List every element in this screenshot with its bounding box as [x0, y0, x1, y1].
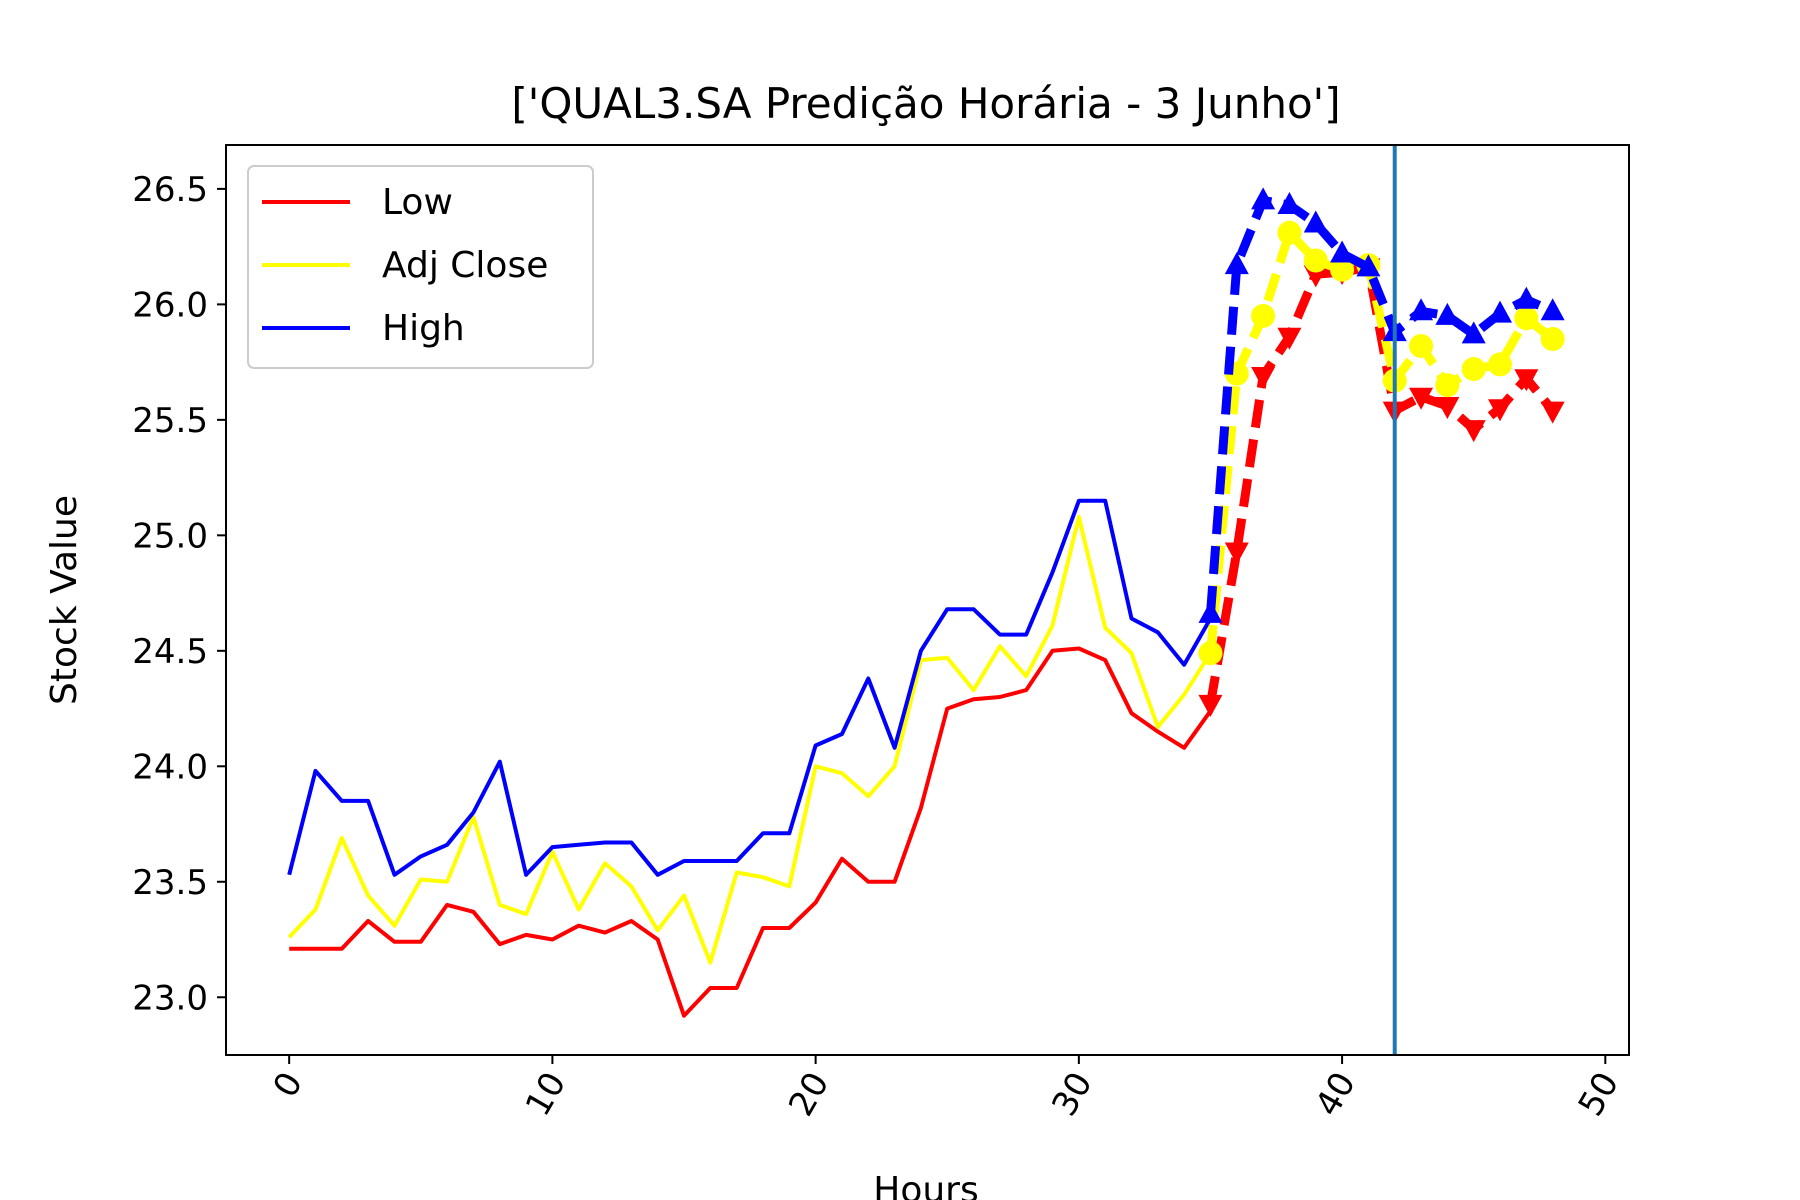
forecast-4-marker	[1409, 334, 1433, 358]
y-tick-label: 25.0	[132, 516, 208, 556]
y-tick-label: 24.0	[132, 747, 208, 787]
forecast-4-marker	[1198, 641, 1222, 665]
legend-label-high: High	[382, 308, 465, 349]
y-tick-label: 23.5	[132, 863, 208, 903]
forecast-4-marker	[1488, 352, 1512, 376]
y-tick-label: 25.5	[132, 401, 208, 441]
y-tick-label: 26.5	[132, 170, 208, 210]
y-axis-label: Stock Value	[44, 495, 85, 705]
y-tick-label: 23.0	[132, 978, 208, 1018]
forecast-4-marker	[1251, 304, 1275, 328]
chart-title: ['QUAL3.SA Predição Horária - 3 Junho']	[511, 79, 1340, 128]
legend-label-adj-close: Adj Close	[382, 245, 548, 286]
legend-label-low: Low	[382, 182, 453, 223]
y-tick-label: 24.5	[132, 632, 208, 672]
forecast-4-marker	[1514, 306, 1538, 330]
x-axis-label: Hours	[873, 1170, 978, 1200]
forecast-4-marker	[1435, 373, 1459, 397]
forecast-4-marker	[1541, 327, 1565, 351]
legend: Low Adj Close High	[248, 166, 593, 368]
forecast-4-marker	[1304, 248, 1328, 272]
y-tick-label: 26.0	[132, 285, 208, 325]
forecast-4-marker	[1462, 357, 1486, 381]
forecast-4-marker	[1277, 221, 1301, 245]
